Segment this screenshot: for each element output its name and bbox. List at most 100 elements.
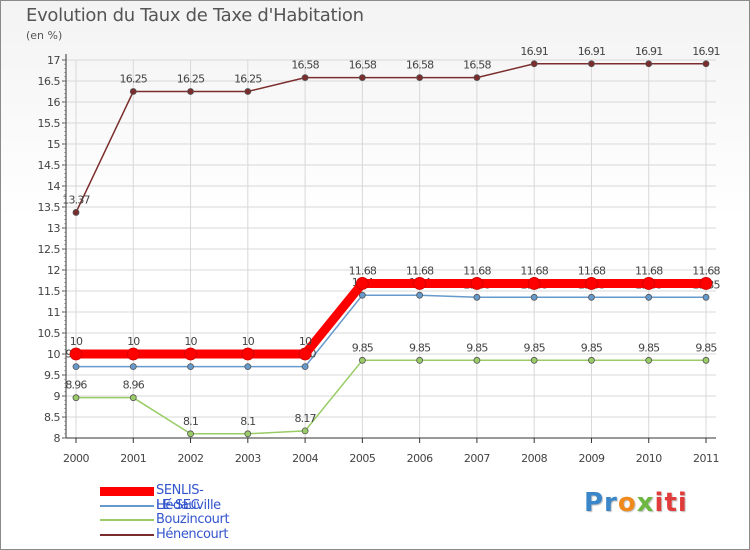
data-point (187, 88, 194, 95)
series-line (75, 63, 706, 213)
data-label: 9.85 (695, 341, 717, 354)
data-point (301, 427, 309, 435)
data-label: 10 (184, 335, 197, 348)
y-tick-label: 9 (54, 390, 61, 403)
x-tick-label: 2003 (235, 452, 261, 465)
y-tick-label: 16 (47, 96, 60, 109)
data-point (187, 363, 194, 371)
data-label: 16.58 (463, 59, 491, 72)
data-point (298, 347, 312, 361)
data-point (473, 293, 481, 301)
data-label: 11.68 (520, 264, 548, 277)
data-point (702, 293, 710, 301)
data-label: 9.85 (524, 341, 546, 354)
data-point (244, 430, 252, 438)
data-label: 8.96 (123, 379, 145, 392)
series-line (76, 294, 706, 368)
data-point (244, 363, 252, 371)
data-label: 11.68 (406, 264, 434, 277)
y-tick-label: 12.5 (38, 243, 61, 256)
data-label: 8.1 (240, 415, 255, 428)
x-tick-label: 2008 (521, 452, 547, 465)
data-label: 8.17 (294, 412, 316, 425)
unit-label: (en %) (26, 29, 63, 42)
data-point (645, 356, 653, 364)
data-point (184, 347, 197, 361)
data-point (470, 277, 484, 290)
data-point (72, 209, 80, 216)
data-label: 11.68 (349, 264, 377, 277)
data-point (702, 60, 710, 68)
y-tick-label: 15 (47, 138, 60, 151)
logo-part: Pr (584, 488, 618, 518)
logo-part: iti (654, 488, 688, 518)
x-tick-label: 2009 (578, 452, 604, 465)
data-point (72, 394, 80, 402)
data-label: 16.58 (291, 59, 319, 72)
legend-swatch (100, 533, 154, 536)
data-point (187, 430, 194, 438)
series-line (76, 359, 706, 435)
legend-swatch (100, 487, 154, 496)
data-point (702, 356, 710, 364)
x-tick-label: 2006 (407, 452, 433, 465)
data-label: 11.68 (578, 264, 606, 277)
data-point (358, 291, 366, 299)
y-tick-label: 13 (47, 222, 60, 235)
data-point (358, 74, 366, 82)
series-line (76, 278, 706, 359)
legend-label: Hénencourt (156, 526, 229, 542)
data-label: 9.85 (638, 341, 660, 354)
series-senlis-le-sec: 10 10 10 10 10 11.68 11.68 11.68 11.68 11.68 11.68… (69, 264, 721, 361)
data-label: 9.85 (352, 341, 374, 354)
data-point (416, 291, 424, 299)
data-label: 8.1 (183, 415, 198, 428)
series-bouzincourt: 8.96 8.96 8.1 8.1 8.17 9.85 9.85 9.85 9.85 9.85 9.… (65, 341, 718, 438)
data-point (244, 88, 252, 95)
y-tick-label: 12 (47, 264, 60, 277)
data-point (645, 293, 653, 301)
data-label: 16.91 (520, 45, 548, 58)
y-tick-label: 16.5 (38, 75, 61, 88)
y-tick-label: 11.5 (38, 285, 61, 298)
x-tick-label: 2000 (63, 452, 89, 465)
data-label: 16.25 (234, 73, 262, 86)
data-point (129, 88, 137, 95)
data-point (645, 60, 653, 68)
data-label: 11.68 (635, 264, 663, 277)
data-label: 16.58 (349, 59, 377, 72)
data-label: 13.37 (62, 193, 90, 206)
x-tick-label: 2002 (178, 452, 204, 465)
data-point (72, 363, 80, 371)
logo-part: o (617, 488, 637, 518)
y-tick-label: 8.5 (44, 411, 60, 424)
data-point (416, 74, 424, 82)
data-label: 9.85 (409, 341, 431, 354)
y-tick-label: 10 (47, 348, 60, 361)
data-point (530, 356, 538, 364)
data-point (416, 356, 424, 364)
data-point (355, 277, 369, 290)
proxiti-logo: Proxiti (584, 488, 688, 518)
data-point (241, 347, 255, 361)
y-tick-label: 14.5 (38, 159, 61, 172)
data-point (126, 347, 140, 361)
legend-label: SENLIS-LE-SEC (156, 483, 204, 513)
data-label: 10 (70, 335, 83, 348)
data-point (530, 60, 538, 68)
chart-title: Evolution du Taux de Taxe d'Habitation (26, 5, 364, 26)
data-label: 11.68 (463, 264, 491, 277)
data-label: 10 (242, 335, 255, 348)
legend-label: Hédauville (156, 497, 221, 513)
data-label: 16.91 (578, 45, 606, 58)
x-tick-label: 2007 (464, 452, 490, 465)
y-tick-label: 11 (47, 306, 60, 319)
legend-label: Bouzincourt (156, 512, 230, 527)
data-point (69, 347, 83, 361)
data-label: 10 (127, 335, 140, 348)
data-point (413, 277, 427, 290)
y-tick-label: 14 (47, 180, 60, 193)
data-point (699, 277, 713, 290)
data-label: 16.91 (692, 45, 720, 58)
y-tick-label: 9.5 (44, 369, 60, 382)
